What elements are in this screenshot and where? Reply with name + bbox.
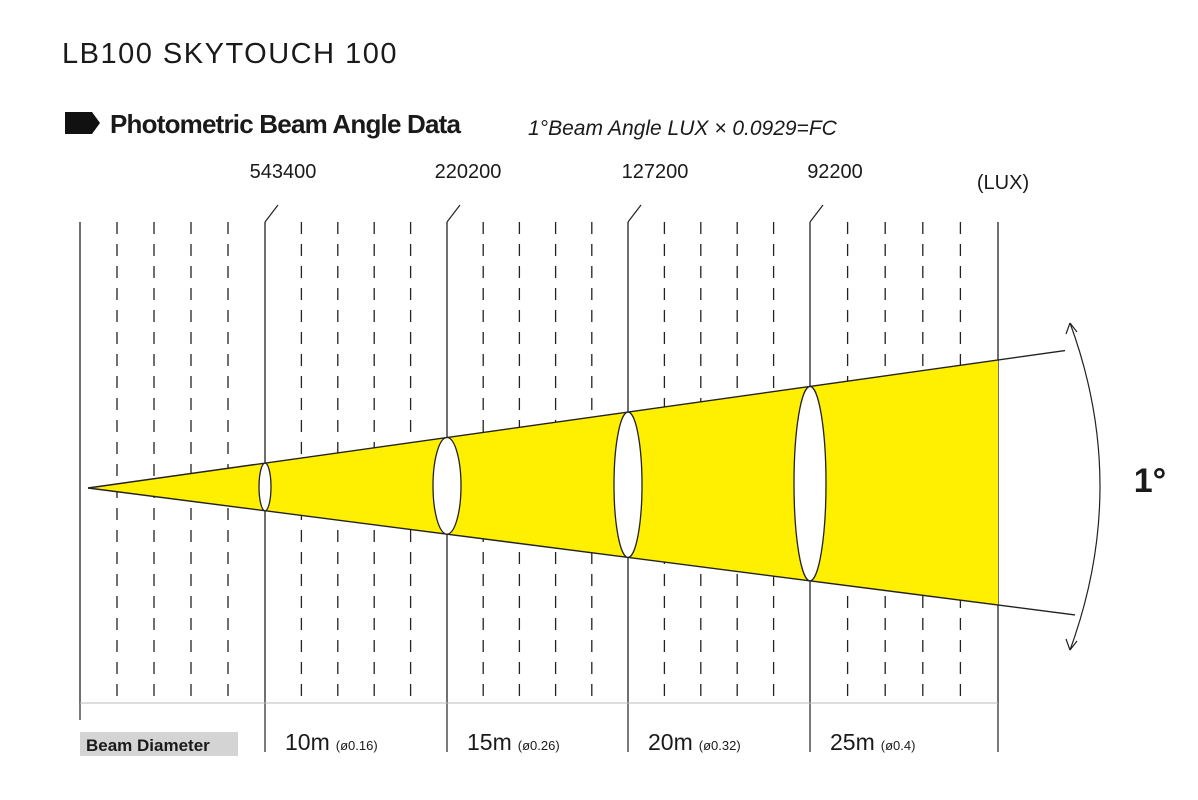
distances: 10m (ø0.16) 15m (ø0.26) 20m (ø0.32) 25m (ø0.4) [285, 729, 915, 755]
lux-label: 92200 [807, 161, 863, 183]
lux-label: 543400 [250, 161, 317, 183]
angle-arrowheads [1065, 322, 1078, 651]
slant-tick [809, 204, 824, 223]
section-title: Photometric Beam Angle Data [110, 109, 462, 139]
distance-label: 10m (ø0.16) [285, 729, 378, 755]
section-marker [65, 112, 100, 134]
diameter: (ø0.26) [518, 738, 560, 753]
beam-section [432, 436, 462, 535]
beam-cone [88, 360, 998, 605]
distance: 20m [648, 729, 693, 755]
angle-arc [1069, 322, 1101, 651]
formula-note: 1°Beam Angle LUX × 0.0929=FC [528, 117, 838, 140]
page-title: LB100 SKYTOUCH 100 [62, 38, 398, 70]
distance-label: 25m (ø0.4) [830, 729, 915, 755]
beam-section [258, 462, 272, 512]
diameter: (ø0.4) [881, 738, 916, 753]
label-box [80, 732, 238, 756]
beam-diameter-label: Beam Diameter [86, 736, 210, 755]
distance-label: 20m (ø0.32) [648, 729, 741, 755]
diameter: (ø0.16) [336, 738, 378, 753]
beam-edge [87, 487, 1076, 616]
beam-edge [87, 349, 1066, 489]
lux-label: 127200 [622, 161, 689, 183]
slant-tick [627, 204, 642, 223]
distance: 15m [467, 729, 512, 755]
distance: 10m [285, 729, 330, 755]
angle-label: 1° [1134, 462, 1167, 500]
lux-label: 220200 [435, 161, 502, 183]
slant-tick [446, 204, 461, 223]
lux-unit: (LUX) [977, 172, 1029, 194]
beam-section [613, 411, 643, 559]
beam [87, 349, 1076, 616]
diameter: (ø0.32) [699, 738, 741, 753]
slant-tick [264, 204, 279, 223]
beam-section [793, 385, 827, 582]
distance: 25m [830, 729, 875, 755]
grid [79, 204, 999, 752]
distance-label: 15m (ø0.26) [467, 729, 560, 755]
